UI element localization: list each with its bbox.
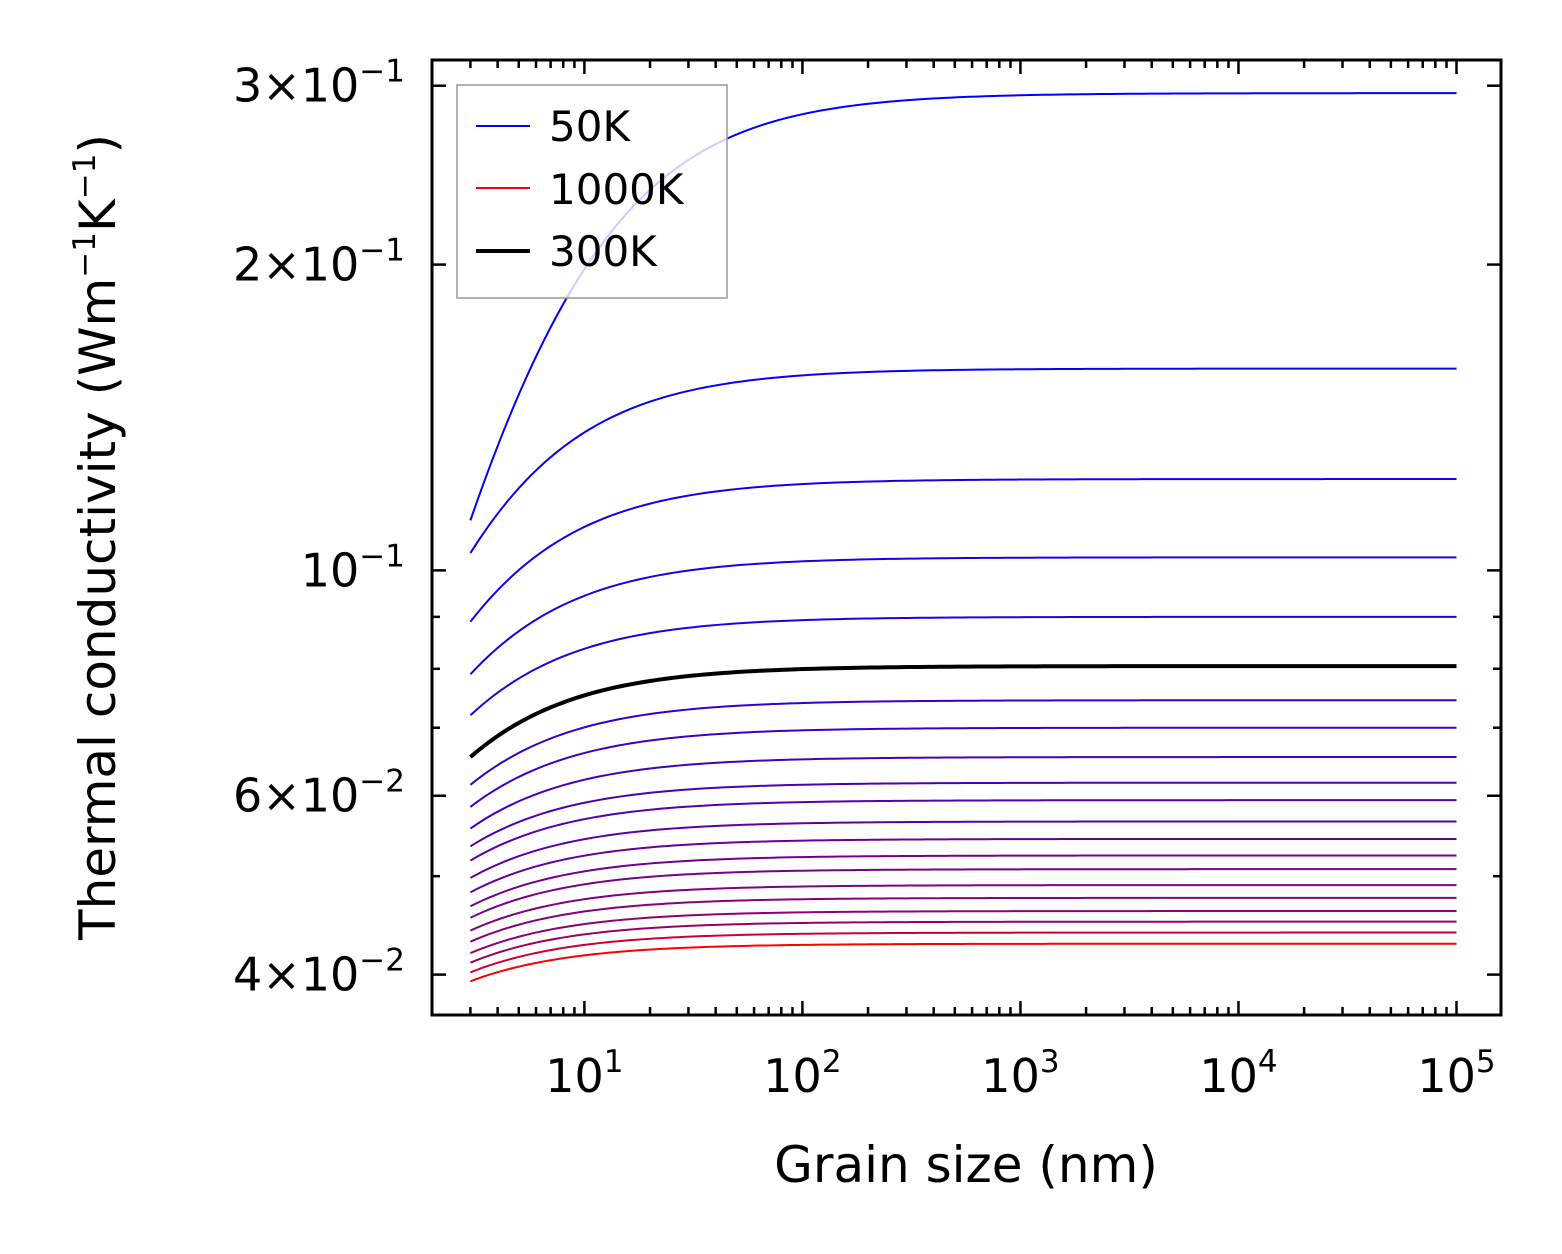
y-axis-title-close: ) <box>69 134 127 154</box>
series-line-1000k <box>470 942 1457 983</box>
series-line-550k <box>469 799 1457 862</box>
series-line-600k <box>469 820 1457 879</box>
x-tick-label-10000: 104 <box>1199 1044 1277 1103</box>
y-axis-title-exp1: −1 <box>67 232 103 278</box>
legend-label-300k: 300K <box>549 227 658 276</box>
y-tick-label-0.2: 2×10−1 <box>233 233 405 292</box>
legend-label-50k: 50K <box>549 102 631 151</box>
y-tick-label-0.04: 4×10−2 <box>233 943 405 1002</box>
y-axis-title-unit: K <box>69 198 127 232</box>
ticks-layer <box>430 60 1501 1015</box>
series-line-500k <box>469 781 1457 848</box>
legend-box <box>456 84 728 299</box>
series-line-400k <box>469 726 1457 808</box>
series-line-150k <box>469 478 1457 623</box>
x-tick-label-100000: 105 <box>1417 1044 1495 1103</box>
series-line-900k <box>470 910 1457 955</box>
series-line-850k <box>469 896 1457 943</box>
y-tick-label-0.06: 6×10−2 <box>233 764 405 823</box>
legend: 50K 1000K 300K <box>456 84 728 299</box>
series-layer <box>469 92 1457 983</box>
series-line-200k <box>469 556 1457 676</box>
series-line-300k <box>469 664 1457 759</box>
x-axis-title: Grain size (nm) <box>774 1136 1158 1194</box>
series-line-100k <box>469 367 1457 554</box>
series-line-975k <box>470 931 1457 974</box>
y-tick-labels: 3×10−1 2×10−1 10−1 6×10−2 4×10−2 <box>233 54 405 1002</box>
series-line-950k <box>470 920 1457 964</box>
series-line-350k <box>469 699 1457 786</box>
x-tick-label-100: 102 <box>763 1044 841 1103</box>
x-tick-label-10: 101 <box>545 1044 623 1103</box>
plot-frame <box>430 58 1503 1017</box>
x-tick-label-1000: 103 <box>981 1044 1059 1103</box>
series-line-800k <box>469 884 1457 932</box>
y-axis-title-exp2: −1 <box>67 154 103 200</box>
y-axis-title: Thermal conductivity (Wm−1K−1) <box>67 134 127 941</box>
series-line-650k <box>469 837 1457 894</box>
series-line-700k <box>469 854 1457 908</box>
y-tick-label-0.1: 10−1 <box>301 538 405 597</box>
legend-label-1000k: 1000K <box>549 165 685 214</box>
series-line-250k <box>469 615 1457 717</box>
y-tick-label-0.3: 3×10−1 <box>233 54 405 113</box>
y-axis-title-main: Thermal conductivity (Wm <box>69 278 127 941</box>
series-line-750k <box>469 868 1457 919</box>
series-line-450k <box>469 756 1457 830</box>
x-tick-labels: 101 102 103 104 105 <box>545 1044 1495 1103</box>
